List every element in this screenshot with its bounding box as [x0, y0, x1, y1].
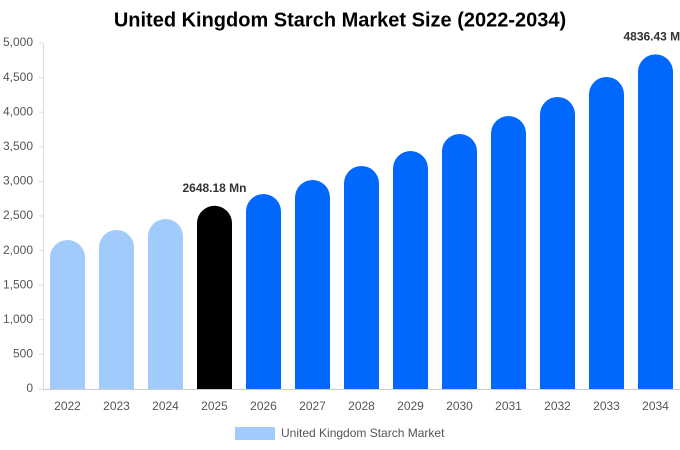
- bar: [344, 165, 379, 389]
- bar: [197, 205, 232, 389]
- y-tick-label: 3,500: [3, 139, 33, 153]
- y-tick-label: 4,000: [3, 104, 33, 118]
- y-tick-label: 3,000: [3, 174, 33, 188]
- x-tick-label: 2031: [495, 399, 522, 413]
- bar: [295, 180, 330, 389]
- x-tick-label: 2029: [397, 399, 424, 413]
- chart-title: United Kingdom Starch Market Size (2022-…: [114, 9, 566, 31]
- bar: [246, 194, 281, 389]
- y-tick-label: 4,500: [3, 70, 33, 84]
- x-tick-label: 2028: [348, 399, 375, 413]
- bar: [442, 133, 477, 389]
- bar: [540, 96, 575, 389]
- x-tick-label: 2027: [299, 399, 326, 413]
- bar: [50, 240, 85, 389]
- bar: [99, 229, 134, 389]
- y-tick-label: 2,000: [3, 243, 33, 257]
- x-tick-label: 2023: [103, 399, 130, 413]
- legend-label: United Kingdom Starch Market: [281, 426, 445, 440]
- x-tick-label: 2032: [544, 399, 571, 413]
- legend-swatch: [235, 427, 275, 440]
- bar: [491, 116, 526, 389]
- x-tick-label: 2022: [54, 399, 81, 413]
- y-tick-label: 1,000: [3, 312, 33, 326]
- bar: [393, 151, 428, 389]
- y-tick-label: 500: [13, 347, 33, 361]
- x-tick-label: 2033: [593, 399, 620, 413]
- bar: [589, 76, 624, 389]
- bar: [638, 54, 673, 389]
- data-label: 4836.43 Mn: [623, 29, 680, 43]
- y-tick-label: 0: [26, 381, 33, 395]
- y-tick-label: 1,500: [3, 277, 33, 291]
- y-tick-label: 5,000: [3, 35, 33, 49]
- y-tick-label: 2,500: [3, 208, 33, 222]
- x-tick-label: 2026: [250, 399, 277, 413]
- x-tick-label: 2034: [642, 399, 669, 413]
- data-label: 2648.18 Mn: [182, 181, 246, 195]
- x-tick-label: 2025: [201, 399, 228, 413]
- x-tick-label: 2030: [446, 399, 473, 413]
- x-tick-label: 2024: [152, 399, 179, 413]
- bar: [148, 218, 183, 389]
